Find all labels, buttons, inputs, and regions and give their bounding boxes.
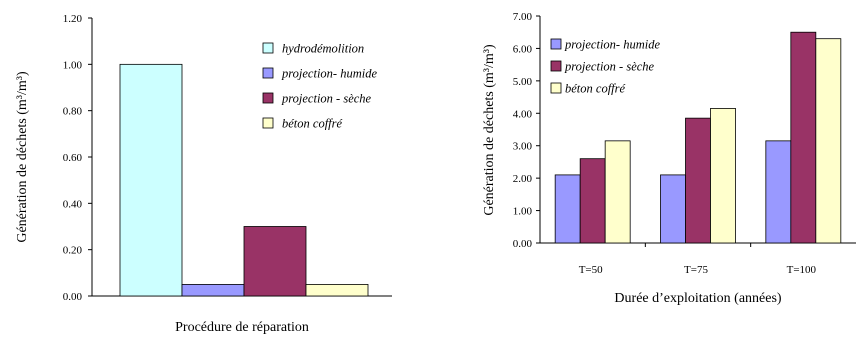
left-legend-label: projection- humide xyxy=(281,67,377,81)
left-bar xyxy=(181,284,245,297)
right-y-tick-label: 1.00 xyxy=(513,206,533,218)
right-legend-label: projection- humide xyxy=(564,38,660,52)
left-legend-label: projection - sèche xyxy=(281,92,372,106)
left-bar xyxy=(243,226,307,297)
right-bar xyxy=(765,140,792,244)
left-y-tick-label: 0.00 xyxy=(63,291,83,303)
left-bar xyxy=(305,284,369,297)
right-x-tick-label: T=75 xyxy=(684,264,708,276)
right-bar xyxy=(790,31,817,244)
left-legend-swatch xyxy=(262,67,274,79)
right-y-tick-label: 4.00 xyxy=(513,108,533,120)
left-legend-swatch xyxy=(262,117,274,129)
right-y-tick-label: 6.00 xyxy=(513,43,533,55)
right-legend-label: béton coffré xyxy=(565,82,626,96)
right-x-tick-label: T=50 xyxy=(579,264,603,276)
left-y-tick-label: 0.60 xyxy=(63,152,83,164)
right-legend-label: projection - sèche xyxy=(564,60,655,74)
right-legend-swatch xyxy=(550,82,562,94)
right-bar xyxy=(554,174,581,244)
right-y-tick-label: 2.00 xyxy=(513,173,533,185)
right-x-axis-title: Durée d’exploitation (années) xyxy=(614,291,781,306)
left-legend-swatch xyxy=(262,92,274,104)
right-x-tick-label: T=100 xyxy=(787,264,817,276)
right-bar xyxy=(579,158,606,244)
right-bar xyxy=(815,38,842,244)
left-y-tick-label: 0.40 xyxy=(63,198,83,210)
right-y-tick-label: 0.00 xyxy=(513,238,533,250)
right-y-axis-title: Génération de déchets (m³/m³) xyxy=(482,44,497,216)
left-y-tick-label: 1.20 xyxy=(63,13,83,25)
left-y-tick-label: 1.00 xyxy=(63,59,83,71)
right-bar xyxy=(685,117,711,244)
right-legend-swatch xyxy=(550,38,562,50)
left-x-axis-title: Procédure de réparation xyxy=(175,320,309,335)
left-y-axis-title: Génération de déchets (m³/m³) xyxy=(15,71,30,243)
right-bar xyxy=(660,174,686,244)
right-bar xyxy=(710,108,736,244)
left-legend-swatch xyxy=(262,42,274,54)
left-y-tick-label: 0.20 xyxy=(63,245,83,257)
right-y-tick-label: 5.00 xyxy=(513,76,533,88)
right-legend-swatch xyxy=(550,60,562,72)
left-legend-label: béton coffré xyxy=(282,117,343,131)
left-bar xyxy=(119,63,183,297)
chart-right: 0.00 1.00 2.00 3.00 4.00 5.00 6.00 7.00 T=50 T=75… xyxy=(482,11,856,306)
left-legend-label: hydrodémolition xyxy=(282,42,364,56)
chart-left: 0.00 0.20 0.40 0.60 0.80 1.00 1.20 hydrodémoli… xyxy=(15,13,392,335)
left-y-tick-label: 0.80 xyxy=(63,106,83,118)
right-bar xyxy=(604,140,631,244)
right-y-tick-label: 3.00 xyxy=(513,141,533,153)
right-y-tick-label: 7.00 xyxy=(513,11,533,23)
